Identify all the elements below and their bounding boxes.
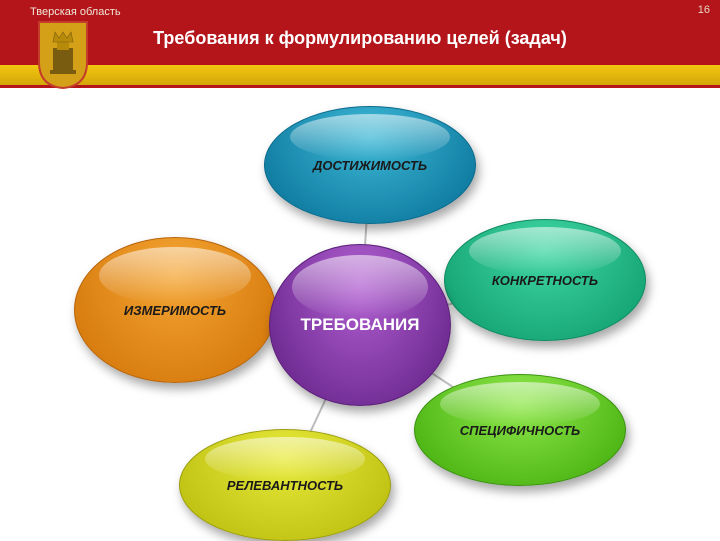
slide-header: Тверская область 16 Требования к формули…	[0, 0, 720, 90]
requirements-diagram: ДОСТИЖИМОСТЬ КОНКРЕТНОСТЬ СПЕЦИФИЧНОСТЬ РЕЛ…	[0, 90, 720, 540]
outer-node-label: СПЕЦИФИЧНОСТЬ	[460, 423, 580, 438]
center-node-label: ТРЕБОВАНИЯ	[301, 315, 420, 335]
outer-node-concreteness: КОНКРЕТНОСТЬ	[444, 219, 646, 341]
bubble-gloss	[290, 114, 450, 160]
page-number: 16	[698, 4, 710, 16]
outer-node-attainability: ДОСТИЖИМОСТЬ	[264, 106, 476, 224]
outer-node-relevance: РЕЛЕВАНТНОСТЬ	[179, 429, 391, 541]
center-node: ТРЕБОВАНИЯ	[269, 244, 451, 406]
bubble-gloss	[292, 255, 429, 319]
bubble-gloss	[440, 382, 600, 426]
bubble-gloss	[469, 227, 621, 275]
header-underline	[0, 85, 720, 88]
outer-node-label: ИЗМЕРИМОСТЬ	[124, 303, 226, 318]
region-label: Тверская область	[30, 6, 121, 18]
slide-title: Требования к формулированию целей (задач…	[0, 28, 720, 49]
header-band-yellow	[0, 65, 720, 85]
outer-node-label: РЕЛЕВАНТНОСТЬ	[227, 478, 343, 493]
outer-node-label: ДОСТИЖИМОСТЬ	[313, 158, 427, 173]
bubble-gloss	[205, 437, 365, 481]
outer-node-measurability: ИЗМЕРИМОСТЬ	[74, 237, 276, 383]
outer-node-label: КОНКРЕТНОСТЬ	[492, 273, 598, 288]
region-crest-icon	[35, 18, 91, 90]
outer-node-specificity: СПЕЦИФИЧНОСТЬ	[414, 374, 626, 486]
bubble-gloss	[99, 247, 251, 305]
